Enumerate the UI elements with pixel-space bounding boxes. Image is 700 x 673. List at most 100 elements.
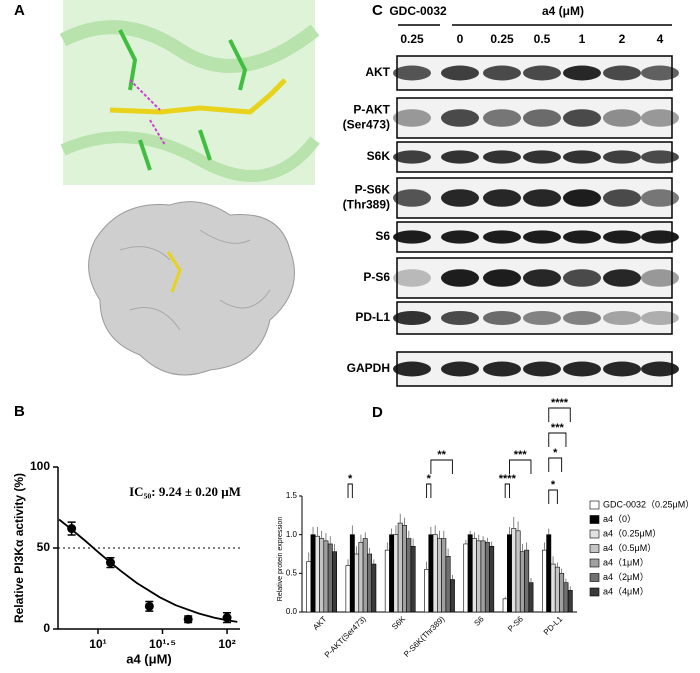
bar	[371, 563, 377, 613]
x-tick-label: P-S6	[506, 614, 525, 633]
significance-label: *	[551, 479, 556, 491]
band	[641, 310, 679, 326]
bar	[428, 534, 434, 613]
significance-bracket	[548, 432, 567, 447]
significance-label: **	[437, 449, 446, 461]
bar	[528, 582, 534, 613]
band	[441, 65, 479, 81]
band	[393, 361, 431, 377]
legend-swatch	[589, 529, 600, 539]
lane-label: 4	[657, 32, 664, 46]
bar	[323, 540, 329, 613]
y-tick-label: 0.5	[286, 568, 298, 577]
bar	[362, 538, 368, 613]
band	[483, 65, 521, 81]
band	[603, 269, 641, 287]
band	[441, 230, 479, 244]
bar	[384, 549, 390, 613]
significance-label: ***	[551, 422, 565, 434]
significance-bracket	[430, 459, 453, 474]
legend-swatch	[589, 558, 600, 568]
row-label: P-S6K	[355, 183, 391, 197]
bar	[467, 534, 473, 613]
bar	[327, 543, 333, 613]
band	[523, 269, 561, 287]
band	[603, 109, 641, 127]
bar	[546, 534, 552, 613]
bar	[445, 556, 451, 613]
legend-swatch	[589, 587, 600, 597]
x-tick-label: PD-L1	[542, 614, 565, 637]
band	[603, 230, 641, 244]
band	[483, 109, 521, 127]
band	[603, 150, 641, 164]
band	[393, 269, 431, 287]
panel-label: A	[14, 2, 25, 19]
band	[523, 150, 561, 164]
y-axis-label: Relative protein expression	[277, 517, 284, 602]
band	[563, 109, 601, 127]
band	[483, 310, 521, 326]
y-tick-label: 1.5	[286, 491, 298, 500]
bar	[449, 579, 455, 613]
band	[641, 109, 679, 127]
bar	[507, 534, 512, 613]
band	[393, 150, 431, 164]
bar	[484, 542, 490, 613]
bar	[306, 561, 312, 613]
significance-bracket	[509, 459, 532, 474]
band	[441, 361, 479, 377]
panel-label: C	[372, 2, 383, 19]
row-label: (Thr389)	[343, 198, 390, 212]
row-label: (Ser473)	[343, 118, 390, 132]
significance-bracket	[548, 407, 571, 422]
bar	[567, 590, 573, 613]
band	[563, 310, 601, 326]
x-tick-label: 10²	[218, 637, 235, 651]
row-label: GAPDH	[347, 361, 390, 375]
bar	[502, 598, 508, 613]
band	[523, 361, 561, 377]
band	[483, 361, 521, 377]
band	[641, 230, 679, 244]
y-axis-label: Relative PI3Kα activity (%)	[12, 473, 26, 623]
lane-label: 1	[579, 32, 586, 46]
point	[222, 613, 232, 623]
bar	[511, 528, 517, 613]
band	[441, 269, 479, 287]
bar	[332, 551, 337, 613]
band	[523, 65, 561, 81]
significance-label: ****	[499, 473, 517, 485]
lane-label: 2	[619, 32, 626, 46]
legend-label: a4（0.5μM）	[603, 543, 656, 553]
point	[105, 558, 115, 568]
x-tick-label: AKT	[311, 614, 328, 631]
x-tick-label: P-AKT(Ser473)	[323, 614, 368, 659]
significance-label: *	[427, 473, 432, 485]
band	[641, 189, 679, 207]
panel-label: B	[14, 403, 25, 420]
bar	[559, 573, 565, 613]
legend-swatch	[589, 573, 600, 582]
significance-bracket	[426, 483, 432, 498]
band	[641, 361, 679, 377]
band	[563, 65, 601, 81]
legend-swatch	[589, 500, 600, 510]
bar	[515, 530, 521, 613]
y-tick-label: 0	[43, 621, 50, 635]
lane-label: 0.5	[534, 32, 551, 46]
band	[483, 189, 521, 207]
band	[563, 361, 601, 377]
significance-label: *	[553, 447, 558, 459]
bar	[354, 553, 360, 613]
bar	[397, 522, 403, 613]
bar	[437, 538, 442, 613]
band	[641, 150, 679, 164]
legend-label: a4（0.25μM）	[603, 528, 661, 538]
panel-label: D	[372, 404, 383, 421]
legend-label: a4（4μM）	[603, 586, 649, 596]
legend-label: a4（0）	[603, 514, 636, 524]
band	[393, 189, 431, 207]
row-label: PD-L1	[355, 310, 390, 324]
bar	[310, 534, 316, 613]
